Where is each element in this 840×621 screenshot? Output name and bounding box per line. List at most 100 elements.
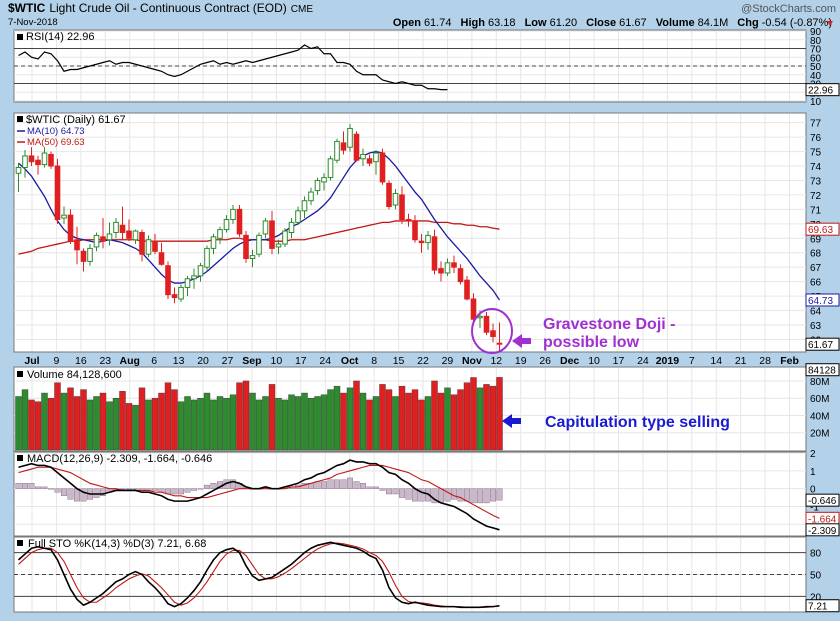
- open-label: Open: [393, 17, 421, 29]
- x-tick-label: 12: [490, 355, 502, 367]
- x-tick-label: 20: [197, 355, 209, 367]
- candle-body: [464, 279, 470, 300]
- value-tag-text: -2.309: [808, 526, 837, 537]
- x-tick-label: 26: [539, 355, 551, 367]
- rsi-legend: RSI(14) 22.96: [17, 31, 94, 43]
- volume-bar: [327, 389, 334, 451]
- doji-annotation-line2: possible low: [543, 334, 640, 351]
- x-tick-label: Oct: [341, 355, 359, 367]
- volume-bar: [340, 392, 347, 451]
- y-tick-label: 64: [810, 307, 822, 318]
- candle-body: [295, 210, 301, 223]
- x-tick-label: 9: [54, 355, 60, 367]
- candle-body: [145, 239, 152, 255]
- value-tag-text: -0.646: [808, 496, 837, 507]
- macd-histogram-bar: [490, 488, 497, 502]
- volume-bar: [93, 396, 100, 451]
- candle-body: [158, 252, 165, 265]
- volume-bar: [463, 382, 471, 451]
- macd-histogram-bar: [80, 488, 87, 502]
- volume-bar: [294, 396, 302, 451]
- x-tick-label: Sep: [242, 355, 261, 367]
- y-tick-label: 72: [810, 191, 822, 202]
- candle-body: [217, 229, 223, 239]
- candle-body: [126, 230, 132, 239]
- macd-legend-text: MACD(12,26,9) -2.309, -1.664, -0.646: [27, 453, 212, 465]
- volume-label: Volume: [656, 17, 695, 29]
- x-axis: Jul 9 16 23 Aug 6 13 20 27 Sep 10 17 24 Oct 8 15 22 29 Nov…: [24, 355, 798, 367]
- y-tick-label: 80: [810, 549, 822, 560]
- macd-histogram-bar: [125, 488, 132, 490]
- macd-histogram-bar: [496, 488, 503, 501]
- y-tick-label: 76: [810, 133, 822, 144]
- candle-body: [477, 315, 483, 319]
- volume-bar: [145, 399, 152, 451]
- volume-bar: [314, 396, 321, 451]
- candle-body: [171, 294, 178, 299]
- candle-body: [275, 243, 282, 248]
- x-tick-label: 21: [735, 355, 747, 367]
- capitulation-annotation: Capitulation type selling: [545, 414, 730, 431]
- candle-body: [269, 220, 275, 249]
- macd-histogram-bar: [99, 488, 106, 496]
- volume-bar: [28, 399, 35, 451]
- volume-bar: [47, 398, 55, 451]
- volume-bar: [197, 398, 204, 451]
- capitulation-arrow-icon: [502, 414, 521, 428]
- volume-bar: [411, 389, 419, 451]
- candle-body: [360, 153, 366, 160]
- value-tag: [805, 493, 840, 507]
- watermark: @StockCharts.com: [741, 3, 836, 15]
- volume-bar: [210, 399, 217, 451]
- volume-bar: [346, 387, 354, 451]
- macd-histogram-bar: [22, 483, 29, 489]
- volume-bar: [41, 392, 48, 451]
- y-tick-label: 80M: [810, 377, 829, 388]
- candle-body: [41, 152, 48, 166]
- value-tag-text: 7.21: [808, 602, 828, 613]
- ma10-legend: MA(10) 64.73: [27, 126, 85, 137]
- y-tick-label: 10: [810, 97, 822, 108]
- macd-histogram-bar: [151, 488, 158, 491]
- macd-histogram-bar: [321, 481, 328, 489]
- macd-histogram-bar: [190, 488, 197, 491]
- x-tick-label: 6: [151, 355, 157, 367]
- rsi-legend-text: RSI(14) 22.96: [26, 31, 94, 43]
- candle-body: [353, 133, 360, 161]
- volume-bar: [119, 391, 126, 451]
- candle-body: [366, 158, 373, 164]
- candle-body: [347, 127, 353, 148]
- macd-histogram-bar: [392, 488, 399, 495]
- macd-histogram-bar: [444, 488, 451, 502]
- candle-body: [321, 177, 327, 183]
- volume-bar: [73, 396, 81, 451]
- y-tick-label: 60: [810, 53, 822, 64]
- volume-bar: [15, 396, 22, 451]
- candle-body: [314, 179, 321, 192]
- volume-bar: [67, 387, 74, 451]
- candle-body: [412, 220, 418, 241]
- macd-histogram-bar: [483, 488, 490, 504]
- volume-bar: [418, 399, 425, 451]
- y-tick-label: 20: [810, 592, 822, 603]
- volume-bar: [268, 384, 276, 451]
- candle-body: [28, 155, 35, 163]
- volume-bar: [431, 380, 438, 451]
- volume-bar: [138, 387, 146, 451]
- macd-histogram-bar: [41, 486, 48, 489]
- x-tick-label: 17: [613, 355, 625, 367]
- volume-bar: [151, 398, 159, 451]
- candle-body: [249, 255, 256, 260]
- candle-body: [204, 247, 210, 268]
- macd-histogram-bar: [229, 479, 236, 489]
- x-tick-label: 8: [371, 355, 377, 367]
- candle-body: [197, 265, 204, 277]
- candle-body: [74, 239, 80, 251]
- macd-histogram-bar: [334, 479, 341, 489]
- candle-body: [184, 278, 191, 288]
- price-panel: [13, 112, 807, 353]
- macd-histogram-bar: [464, 488, 471, 502]
- volume-bar: [392, 396, 399, 451]
